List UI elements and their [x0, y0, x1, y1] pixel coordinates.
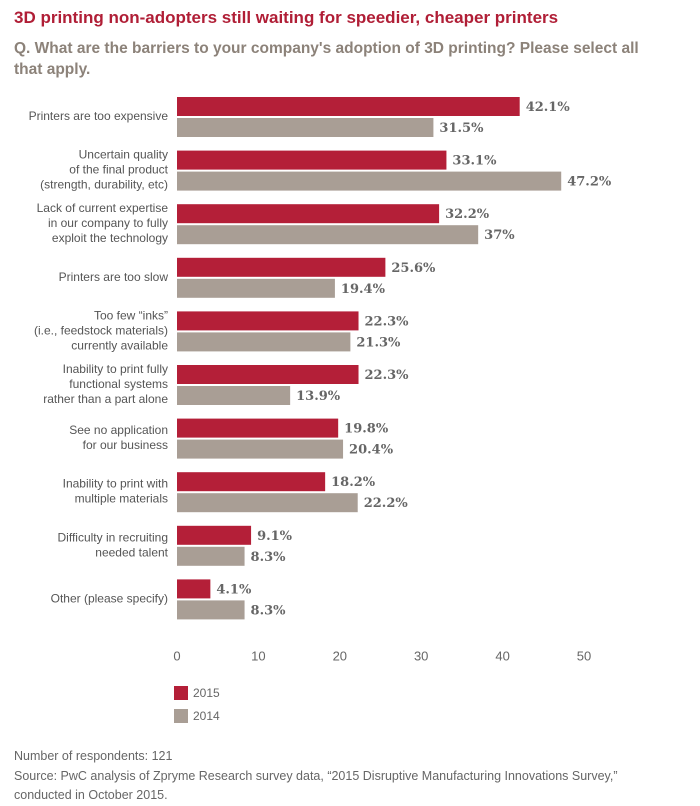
category-label: See no application for our business [69, 423, 168, 452]
value-label: 18.2% [331, 475, 376, 490]
source: Source: PwC analysis of Zpryme Research … [14, 769, 618, 802]
value-label: 4.1% [216, 582, 252, 597]
bar [177, 525, 252, 545]
bar [177, 546, 245, 566]
value-label: 31.5% [439, 121, 484, 136]
bar [177, 386, 291, 405]
category-label: Other (please specify) [51, 592, 168, 606]
x-tick-label: 30 [414, 648, 428, 663]
value-label: 22.3% [365, 368, 410, 383]
x-tick-label: 0 [173, 648, 180, 663]
bar [177, 171, 562, 191]
bar [177, 332, 351, 352]
bar [177, 225, 479, 245]
x-tick-label: 10 [251, 648, 265, 663]
bar [177, 311, 359, 331]
x-tick-label: 20 [333, 648, 347, 663]
bar [177, 257, 386, 277]
value-label: 37% [484, 228, 515, 243]
category-label: Lack of current expertise in our company … [37, 201, 169, 245]
value-label: 22.3% [365, 314, 410, 329]
bar [177, 600, 245, 620]
value-label: 33.1% [452, 154, 497, 169]
bar [177, 278, 335, 298]
x-tick-label: 50 [577, 648, 591, 663]
chart: 0 10 20 30 40 50 Printers are too expensive 42.… [29, 97, 612, 723]
bar [177, 579, 211, 599]
legend-swatch [174, 709, 188, 723]
x-tick-label: 40 [495, 648, 509, 663]
bar [177, 118, 434, 137]
value-label: 20.4% [349, 443, 394, 458]
category-label: Inability to print fully functional syste… [43, 362, 168, 406]
value-label: 13.9% [296, 389, 341, 404]
bar [177, 418, 339, 438]
bar [177, 365, 359, 384]
category-label: Uncertain quality of the final product (st… [40, 148, 168, 192]
category-label: Inability to print with multiple material… [63, 477, 168, 506]
value-label: 32.2% [445, 207, 490, 222]
value-label: 42.1% [526, 100, 571, 115]
bar [177, 472, 326, 492]
value-label: 21.3% [356, 335, 401, 350]
bar [177, 204, 440, 224]
footnote: Number of respondents: 121 [14, 749, 173, 763]
bar [177, 439, 344, 459]
value-label: 19.4% [341, 282, 386, 297]
chart-title: 3D printing non-adopters still waiting f… [14, 8, 559, 27]
category-label: Printers are too slow [59, 270, 169, 284]
value-label: 19.8% [344, 422, 389, 437]
value-label: 47.2% [567, 175, 612, 190]
legend-swatch [174, 686, 188, 700]
legend-label: 2015 [193, 686, 220, 700]
category-label: Too few “inks” (i.e., feedstock materials… [34, 309, 168, 353]
category-label: Difficulty in recruiting needed talent [58, 530, 169, 559]
category-label: Printers are too expensive [29, 109, 169, 123]
value-label: 9.1% [257, 529, 293, 544]
legend-label: 2014 [193, 709, 220, 723]
chart-subtitle: Q. What are the barriers to your company… [14, 40, 639, 78]
bar [177, 150, 447, 170]
bar [177, 97, 520, 116]
value-label: 8.3% [251, 550, 287, 565]
value-label: 8.3% [251, 603, 287, 618]
value-label: 25.6% [391, 261, 436, 276]
value-label: 22.2% [364, 496, 409, 511]
bar [177, 493, 358, 513]
